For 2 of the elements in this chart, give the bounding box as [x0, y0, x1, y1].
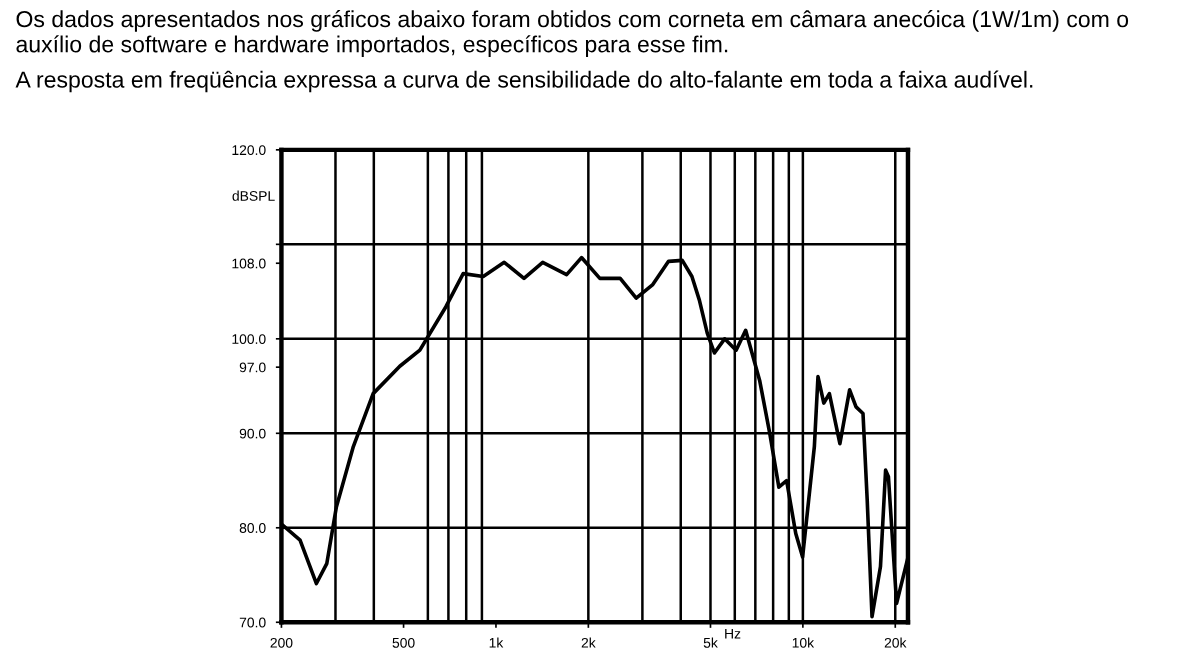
chart-title: Os dados apresentados nos gráficos abaixo foram obtidos com corneta em câmara anecóica (1W/1m) com o auxílio de software e hardware importados, específicos para esse fim.	[16, 10, 1129, 57]
chart-subtitle: A resposta em freqüência expressa a curva de sensibilidade do alto-falante em toda a faixa audível.	[15, 70, 1033, 93]
